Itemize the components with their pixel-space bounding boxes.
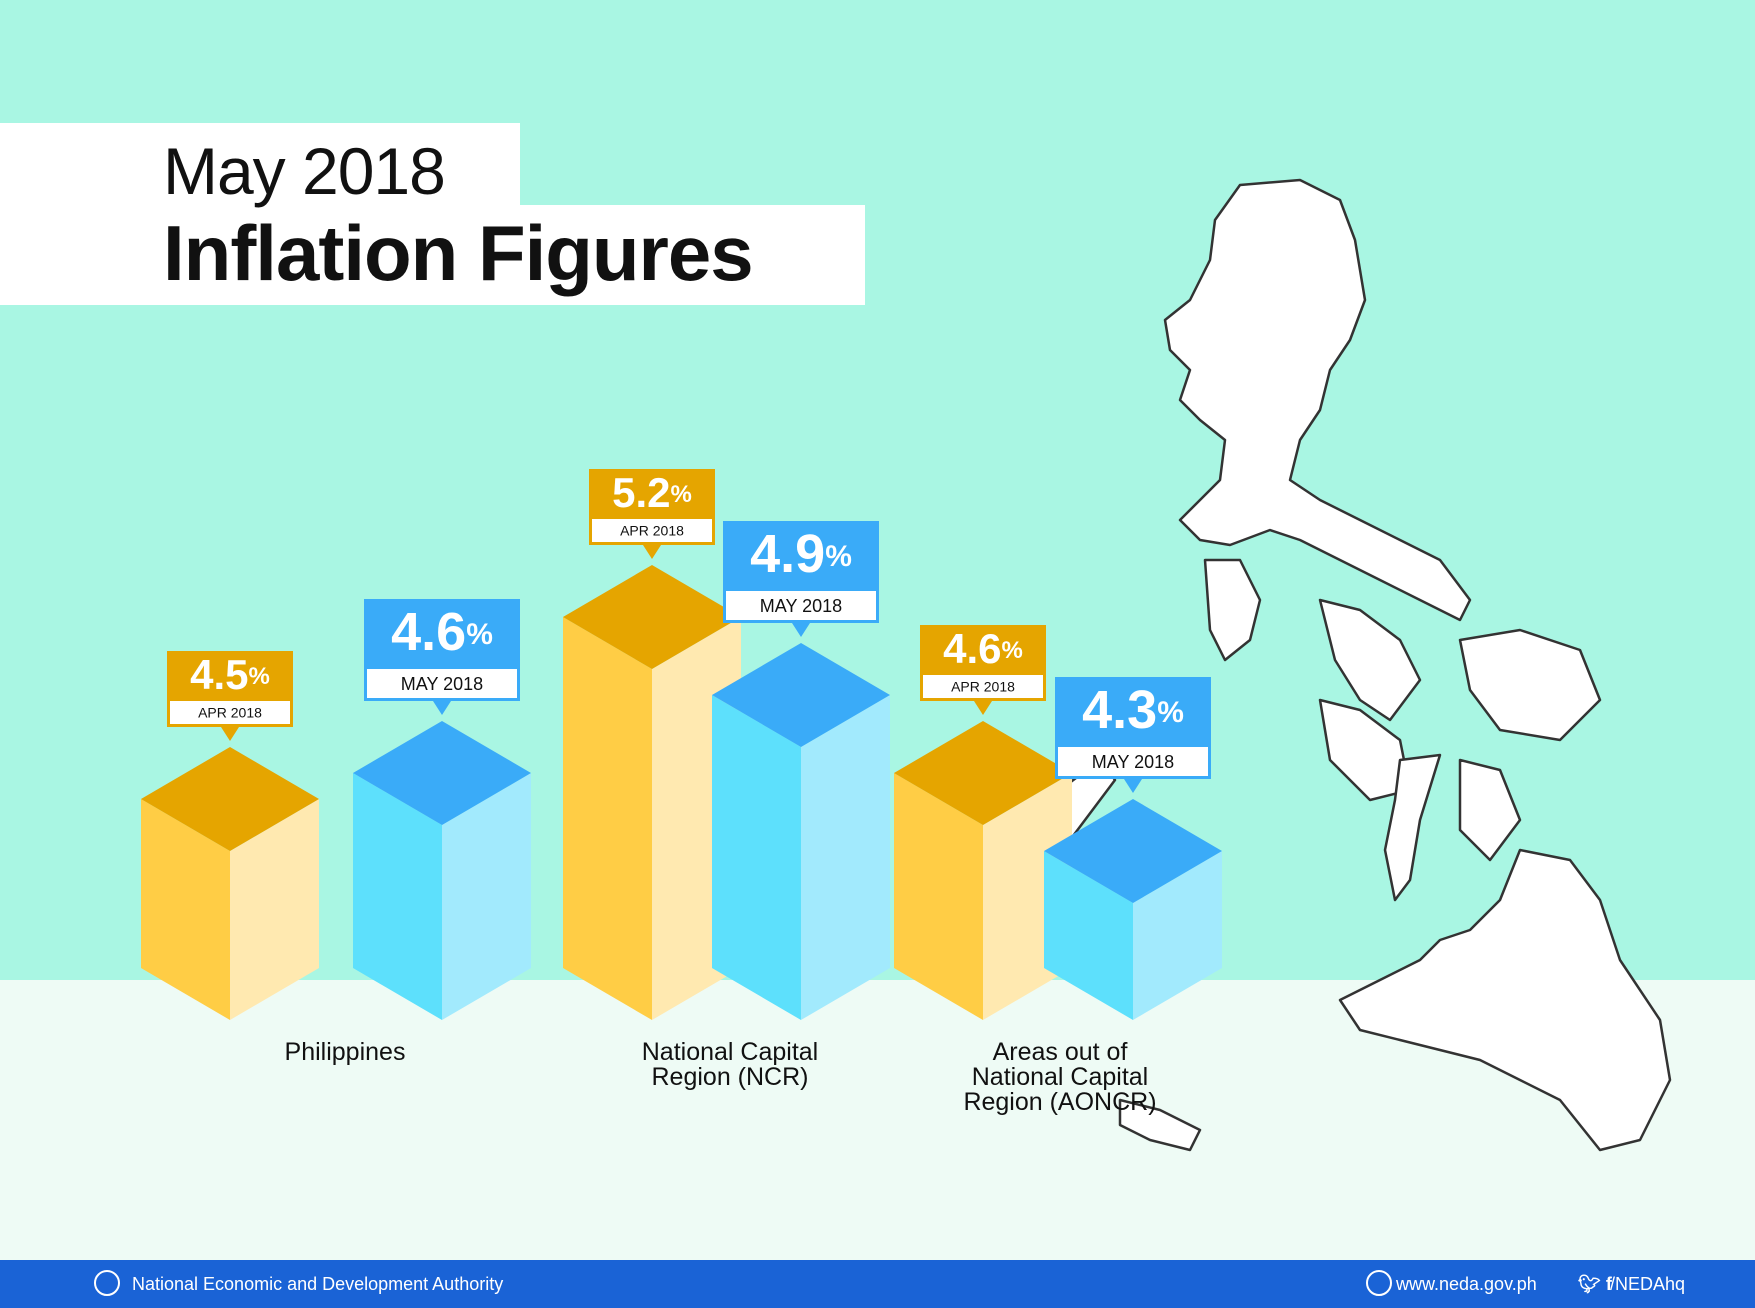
value-label: 4.9%	[750, 524, 852, 584]
subtitle: May 2018	[163, 134, 446, 208]
social-icons: 🐦︎ f	[1578, 1274, 1612, 1294]
bar-right-face	[801, 695, 890, 1020]
bar-left-face	[712, 695, 801, 1020]
bar-left-face	[563, 617, 652, 1020]
title-box	[0, 123, 520, 213]
value-label: 4.5%	[190, 651, 270, 698]
chart: 4.5% APR 2018 4.6% MAY 2018 5.2% APR 2018 4.9%…	[141, 469, 1222, 1020]
bar-left-face	[1044, 851, 1133, 1020]
callout-pointer	[643, 545, 661, 559]
series-label: MAY 2018	[401, 674, 483, 694]
callout-label-box	[170, 701, 290, 724]
callout-pointer	[433, 701, 451, 715]
bar	[712, 643, 890, 1020]
callout-pointer	[974, 701, 992, 715]
bar-top-face	[712, 643, 890, 747]
category-label: Areas out of National Capital Region (AO…	[963, 1038, 1157, 1116]
series-label: APR 2018	[198, 705, 262, 721]
callout-pointer	[221, 727, 239, 741]
callout-label-box	[367, 669, 517, 698]
value-label: 4.6%	[391, 602, 493, 662]
title-box	[0, 205, 865, 305]
callout-label-box	[923, 675, 1043, 698]
value-label: 4.3%	[1082, 680, 1184, 740]
bar-left-face	[894, 773, 983, 1020]
title: Inflation Figures	[163, 209, 754, 297]
callout: 4.6% APR 2018	[920, 625, 1046, 715]
bar-top-face	[1044, 799, 1222, 903]
bar-top-face	[563, 565, 741, 669]
map	[1038, 178, 1672, 1152]
series-label: APR 2018	[951, 679, 1015, 695]
logo	[94, 1270, 120, 1296]
bar	[1044, 799, 1222, 1020]
series-label: MAY 2018	[1092, 752, 1174, 772]
series-label: APR 2018	[620, 523, 684, 539]
series-label: MAY 2018	[760, 596, 842, 616]
bar	[141, 747, 319, 1020]
globe-icon	[1366, 1270, 1392, 1296]
organization: National Economic and Development Author…	[132, 1274, 504, 1294]
callout-pointer	[792, 623, 810, 637]
value-label: 5.2%	[612, 469, 692, 516]
bar	[353, 721, 531, 1020]
callout: 4.6% MAY 2018	[364, 599, 520, 715]
bar-right-face	[230, 799, 319, 1020]
callout-pointer	[1124, 779, 1142, 793]
category-label: National Capital Region (NCR)	[641, 1038, 819, 1091]
callout: 4.9% MAY 2018	[723, 521, 879, 637]
bar-left-face	[141, 799, 230, 1020]
bar-top-face	[353, 721, 531, 825]
callout: 4.3% MAY 2018	[1055, 677, 1211, 793]
social: /NEDAhq	[1610, 1274, 1686, 1294]
callout-label-box	[592, 519, 712, 542]
bar	[894, 721, 1072, 1020]
footer: National Economic and Development Author…	[0, 1260, 1755, 1308]
bar-top-face	[141, 747, 319, 851]
value-label: 4.6%	[943, 625, 1023, 672]
bar-right-face	[442, 773, 531, 1020]
callout: 5.2% APR 2018	[589, 469, 715, 559]
callout-label-box	[726, 591, 876, 620]
callout: 4.5% APR 2018	[167, 651, 293, 741]
callout-label-box	[1058, 747, 1208, 776]
bar-top-face	[894, 721, 1072, 825]
bar-right-face	[1133, 851, 1222, 1020]
website: www.neda.gov.ph	[1396, 1274, 1537, 1294]
bar-left-face	[353, 773, 442, 1020]
category-label: Philippines	[284, 1038, 406, 1066]
